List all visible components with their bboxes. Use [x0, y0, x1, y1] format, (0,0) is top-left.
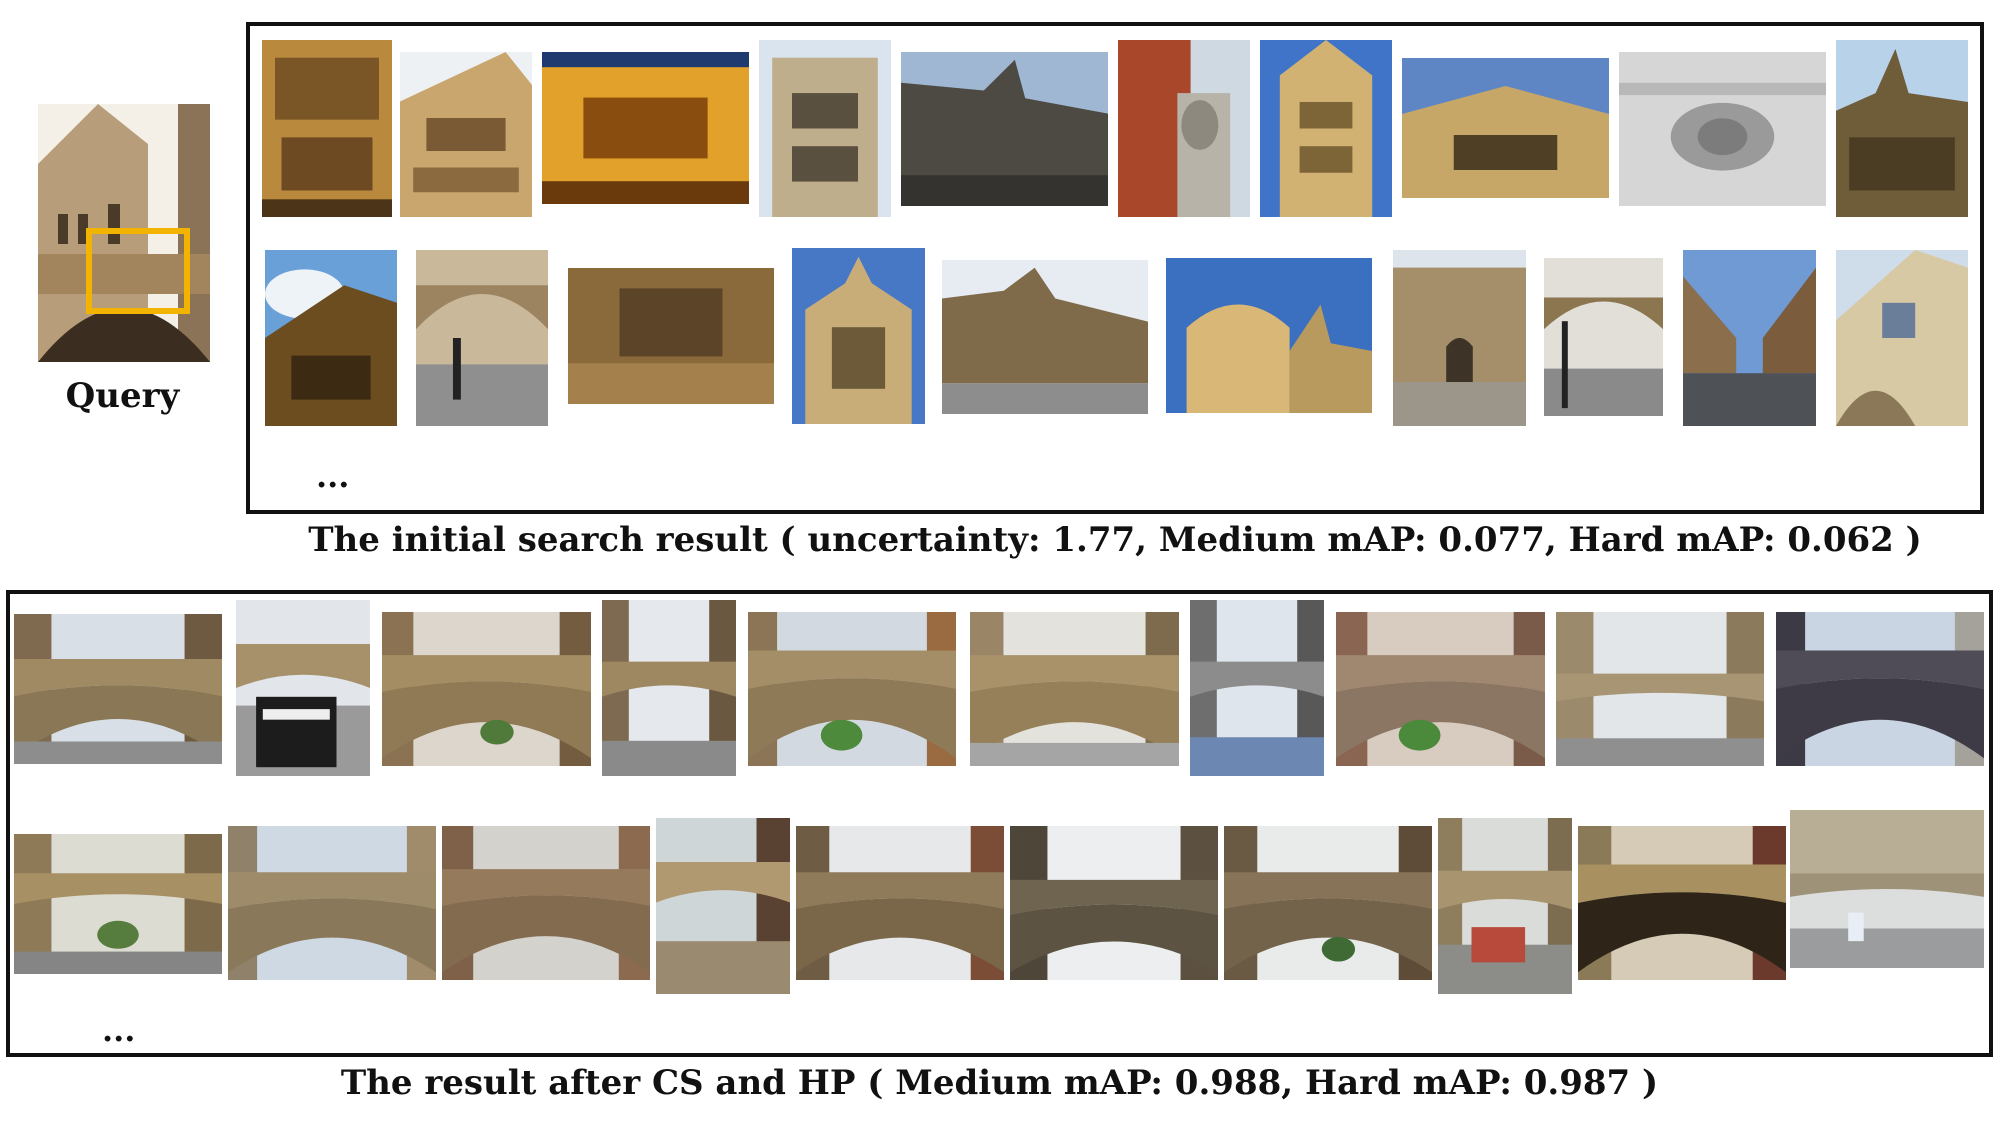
result-thumbnail[interactable]: [602, 600, 736, 776]
result-thumbnail[interactable]: [542, 52, 749, 204]
result-thumbnail[interactable]: [442, 826, 650, 980]
result-thumbnail[interactable]: [656, 818, 790, 994]
result-thumbnail[interactable]: [228, 826, 436, 980]
result-thumbnail[interactable]: [1336, 612, 1545, 766]
result-thumbnail[interactable]: [942, 260, 1148, 414]
result-thumbnail[interactable]: [1118, 40, 1250, 217]
result-thumbnail[interactable]: [748, 612, 956, 766]
result-thumbnail[interactable]: [1260, 40, 1392, 217]
initial-result-ellipsis: ...: [316, 457, 350, 495]
result-thumbnail[interactable]: [1544, 258, 1663, 416]
refined-result-ellipsis: ...: [102, 1011, 136, 1049]
result-thumbnail[interactable]: [1619, 52, 1826, 206]
result-thumbnail[interactable]: [1010, 826, 1218, 980]
result-thumbnail[interactable]: [1790, 810, 1984, 968]
result-thumbnail[interactable]: [262, 40, 392, 217]
result-thumbnail[interactable]: [796, 826, 1004, 980]
result-thumbnail[interactable]: [568, 268, 774, 404]
result-thumbnail[interactable]: [236, 600, 370, 776]
initial-result-frame: [246, 22, 1984, 514]
result-thumbnail[interactable]: [1438, 818, 1572, 994]
result-thumbnail[interactable]: [14, 834, 222, 974]
result-thumbnail[interactable]: [416, 250, 548, 426]
refined-result-frame: [6, 590, 1993, 1057]
query-region-box: [86, 228, 190, 314]
result-thumbnail[interactable]: [1402, 58, 1609, 198]
result-thumbnail[interactable]: [400, 52, 532, 217]
result-thumbnail[interactable]: [901, 52, 1108, 206]
result-thumbnail[interactable]: [382, 612, 591, 766]
result-thumbnail[interactable]: [1836, 40, 1968, 217]
result-thumbnail[interactable]: [1836, 250, 1968, 426]
result-thumbnail[interactable]: [1683, 250, 1816, 426]
result-thumbnail[interactable]: [1776, 612, 1984, 766]
initial-result-caption: The initial search result ( uncertainty:…: [308, 520, 1922, 560]
result-thumbnail[interactable]: [970, 612, 1179, 766]
result-thumbnail[interactable]: [1556, 612, 1764, 766]
result-thumbnail[interactable]: [265, 250, 397, 426]
query-label: Query: [65, 376, 180, 416]
result-thumbnail[interactable]: [1190, 600, 1324, 776]
result-thumbnail[interactable]: [1166, 258, 1372, 413]
result-thumbnail[interactable]: [1393, 250, 1526, 426]
refined-result-caption: The result after CS and HP ( Medium mAP:…: [340, 1063, 1659, 1103]
result-thumbnail[interactable]: [1224, 826, 1432, 980]
result-thumbnail[interactable]: [1578, 826, 1786, 980]
result-thumbnail[interactable]: [14, 614, 222, 764]
result-thumbnail[interactable]: [792, 248, 925, 424]
result-thumbnail[interactable]: [759, 40, 891, 217]
